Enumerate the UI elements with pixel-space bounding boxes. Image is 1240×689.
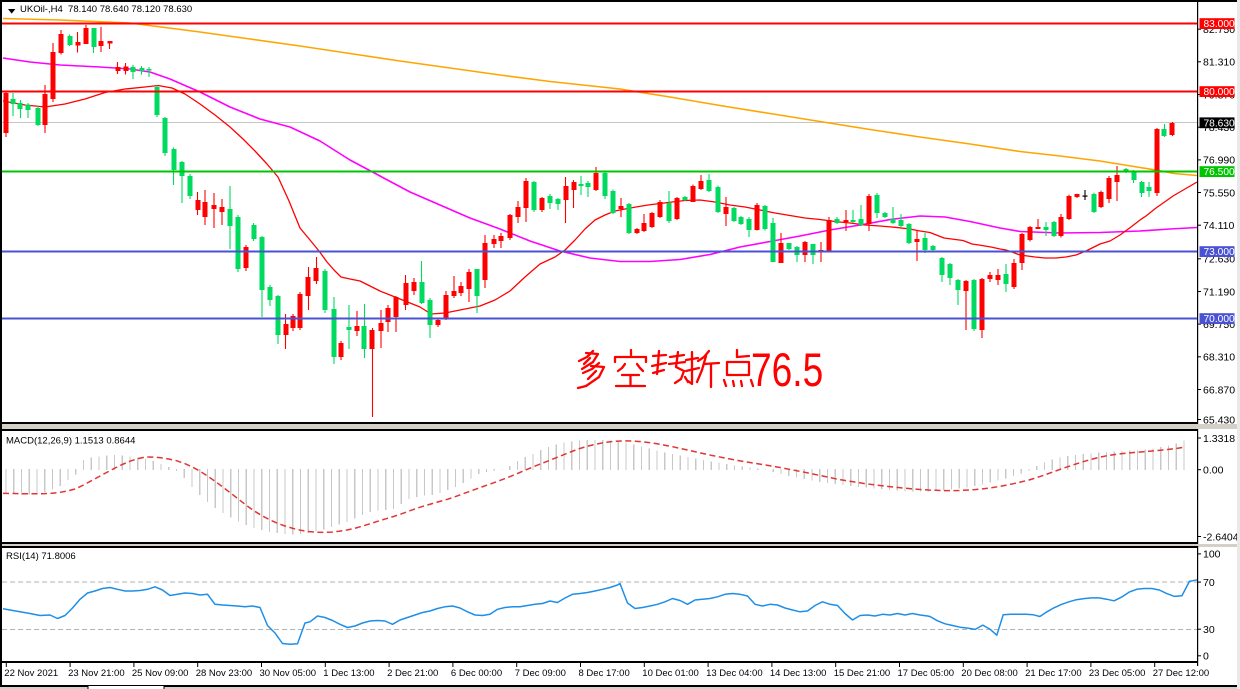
svg-text:23 Dec 05:00: 23 Dec 05:00 [1089, 668, 1146, 679]
svg-text:0.00: 0.00 [1203, 465, 1224, 477]
svg-text:28 Nov 23:00: 28 Nov 23:00 [196, 668, 253, 679]
svg-text:10 Dec 01:00: 10 Dec 01:00 [642, 668, 699, 679]
svg-text:68.310: 68.310 [1203, 352, 1235, 364]
svg-text:75.550: 75.550 [1203, 187, 1235, 199]
svg-text:81.310: 81.310 [1203, 57, 1235, 69]
svg-text:UKOil-,H4 78.140 78.640 78.12: UKOil-,H4 78.140 78.640 78.120 78.630 [20, 4, 192, 15]
svg-text:2 Dec 21:00: 2 Dec 21:00 [387, 668, 438, 679]
svg-text:21 Dec 17:00: 21 Dec 17:00 [1025, 668, 1082, 679]
svg-text:70: 70 [1203, 577, 1215, 589]
svg-text:80.000: 80.000 [1204, 87, 1235, 98]
svg-text:27 Dec 12:00: 27 Dec 12:00 [1153, 668, 1210, 679]
svg-text:78.630: 78.630 [1204, 118, 1235, 129]
svg-text:20 Dec 08:00: 20 Dec 08:00 [961, 668, 1018, 679]
svg-text:17 Dec 05:00: 17 Dec 05:00 [898, 668, 955, 679]
svg-text:6 Dec 00:00: 6 Dec 00:00 [451, 668, 502, 679]
svg-text:MACD(12,26,9) 1.1513 0.8644: MACD(12,26,9) 1.1513 0.8644 [6, 436, 135, 447]
svg-text:22 Nov 2021: 22 Nov 2021 [4, 668, 58, 679]
svg-text:RSI(14) 71.8006: RSI(14) 71.8006 [6, 551, 76, 562]
svg-text:-2.6404: -2.6404 [1203, 531, 1239, 543]
svg-text:76.5: 76.5 [751, 344, 823, 396]
svg-text:70.000: 70.000 [1204, 314, 1235, 325]
svg-text:100: 100 [1203, 549, 1221, 561]
svg-text:65.430: 65.430 [1203, 414, 1235, 426]
svg-text:25 Nov 09:00: 25 Nov 09:00 [132, 668, 189, 679]
svg-text:30 Nov 05:00: 30 Nov 05:00 [260, 668, 317, 679]
svg-text:13 Dec 04:00: 13 Dec 04:00 [706, 668, 763, 679]
svg-text:1 Dec 13:00: 1 Dec 13:00 [323, 668, 374, 679]
svg-text:71.190: 71.190 [1203, 286, 1235, 298]
svg-text:1.3318: 1.3318 [1203, 433, 1235, 445]
svg-text:83.000: 83.000 [1204, 19, 1235, 30]
svg-text:15 Dec 21:00: 15 Dec 21:00 [834, 668, 891, 679]
svg-text:8 Dec 17:00: 8 Dec 17:00 [579, 668, 630, 679]
svg-text:74.110: 74.110 [1203, 220, 1234, 232]
svg-text:76.500: 76.500 [1204, 167, 1235, 178]
svg-text:73.000: 73.000 [1204, 247, 1235, 258]
svg-text:7 Dec 09:00: 7 Dec 09:00 [515, 668, 566, 679]
svg-text:30: 30 [1203, 624, 1215, 636]
svg-text:23 Nov 21:00: 23 Nov 21:00 [68, 668, 125, 679]
svg-text:14 Dec 13:00: 14 Dec 13:00 [770, 668, 827, 679]
svg-text:76.990: 76.990 [1203, 155, 1235, 167]
svg-text:66.870: 66.870 [1203, 384, 1235, 396]
svg-text:0: 0 [1203, 651, 1209, 663]
